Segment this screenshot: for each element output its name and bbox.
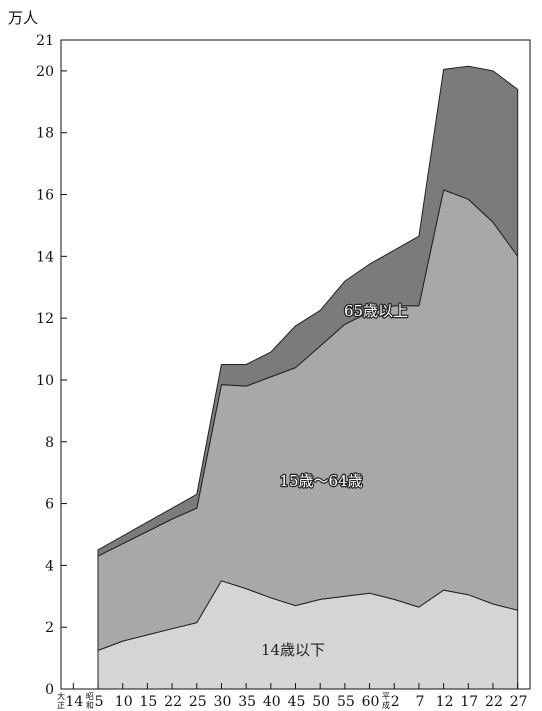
- x-tick-label: 14: [65, 694, 83, 710]
- y-tick-label: 16: [36, 188, 54, 204]
- x-tick-label: 27: [510, 694, 528, 710]
- x-tick-label: 25: [189, 694, 207, 710]
- y-tick-label: 14: [36, 249, 54, 265]
- series-labels: 14歳以下 15歳～64歳 65歳以上: [261, 301, 409, 659]
- x-tick-label: 45: [288, 694, 306, 710]
- series-label-3: 65歳以上: [344, 302, 408, 320]
- area-series-2: [97, 189, 519, 651]
- y-tick-label: 20: [36, 64, 54, 80]
- x-tick-label: 30: [214, 694, 232, 710]
- y-tick-label: 12: [36, 311, 54, 327]
- x-tick-label: 55: [337, 694, 355, 710]
- x-tick-label: 2: [391, 694, 400, 710]
- x-tick-label: 7: [415, 694, 424, 710]
- x-tick-label: 22: [485, 694, 503, 710]
- series-label-1: 14歳以下: [261, 641, 325, 659]
- y-tick-label: 10: [36, 373, 54, 389]
- x-tick-label: 35: [238, 694, 256, 710]
- y-unit-label: 万人: [8, 9, 38, 27]
- y-tick-label: 21: [36, 33, 54, 49]
- x-tick-label: 15: [139, 694, 157, 710]
- axes: [60, 39, 531, 690]
- tick-labels: 0 2 4 6 8 10 12 14 16 18 20 21 14 5 10 15 22 25 30 35 40 45 50…: [36, 33, 527, 710]
- x-tick-label: 60: [362, 694, 380, 710]
- era-label-bottom: 和: [86, 701, 94, 710]
- y-tick-label: 8: [45, 435, 54, 451]
- era-label-top: 昭: [86, 692, 94, 701]
- x-tick-label: 5: [95, 694, 104, 710]
- y-tick-label: 2: [45, 620, 54, 636]
- x-tick-label: 22: [164, 694, 182, 710]
- x-tick-label: 17: [460, 694, 478, 710]
- y-tick-label: 0: [45, 682, 54, 698]
- y-tick-label: 6: [45, 497, 54, 513]
- era-label-bottom: 正: [57, 701, 65, 710]
- x-tick-label: 40: [263, 694, 281, 710]
- x-tick-label: 50: [312, 694, 330, 710]
- y-tick-label: 4: [45, 558, 54, 574]
- series-label-2: 15歳～64歳: [279, 472, 362, 490]
- era-label-top: 平: [382, 692, 390, 701]
- stacked-areas: [97, 65, 519, 690]
- x-tick-label: 12: [436, 694, 454, 710]
- area-series-3: [97, 65, 519, 557]
- era-label-top: 大: [57, 691, 65, 701]
- x-tick-label: 10: [115, 694, 133, 710]
- era-label-bottom: 成: [382, 700, 390, 710]
- y-tick-label: 18: [36, 126, 54, 142]
